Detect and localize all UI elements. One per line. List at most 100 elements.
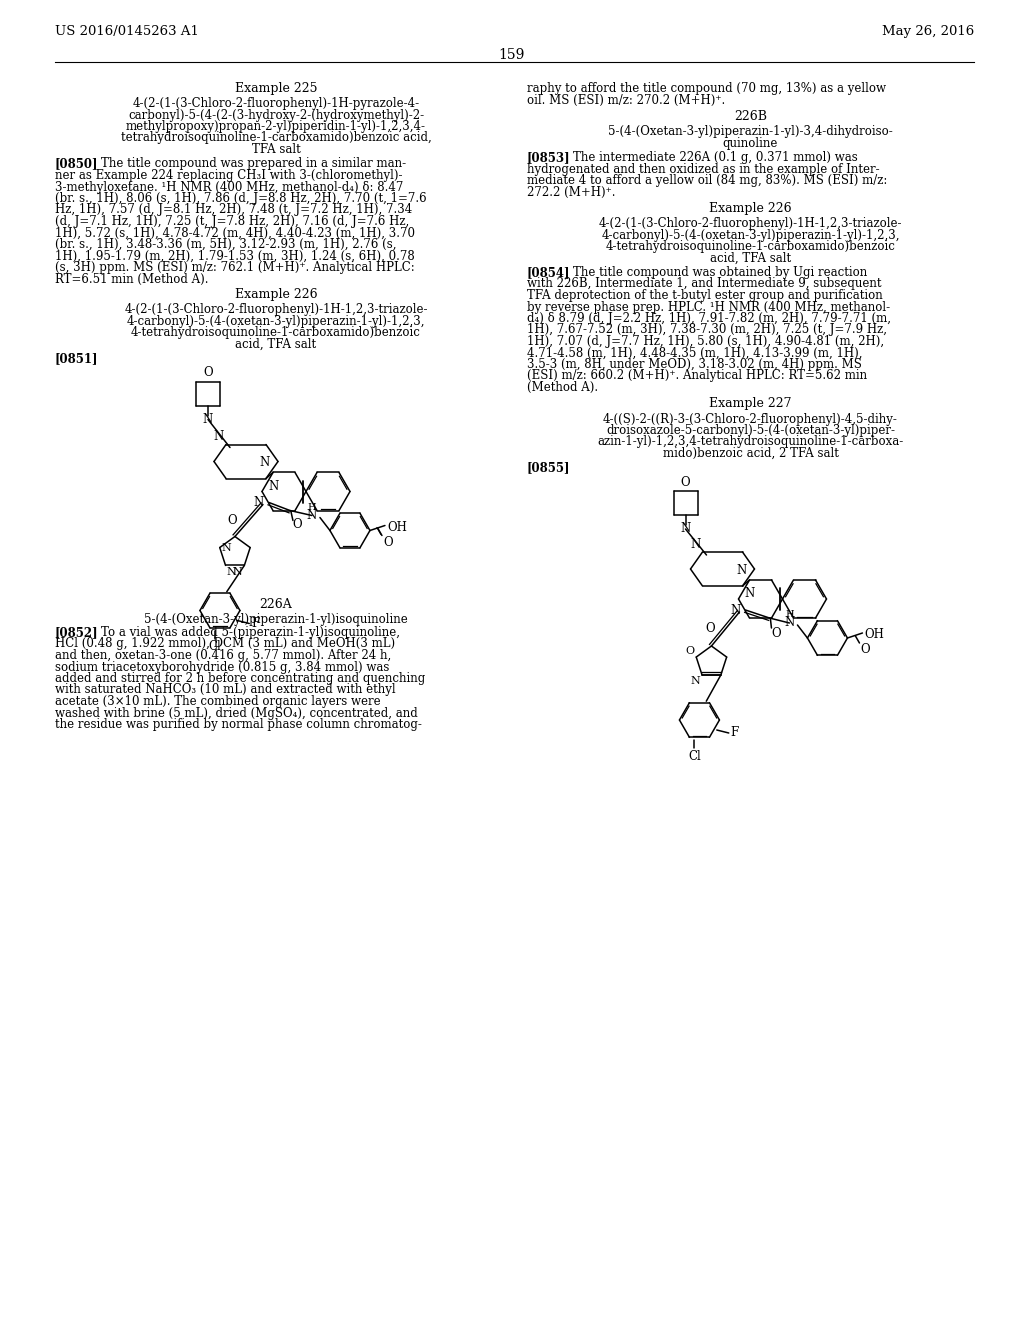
- Text: Hz, 1H), 7.57 (d, J=8.1 Hz, 2H), 7.48 (t, J=7.2 Hz, 1H), 7.34: Hz, 1H), 7.57 (d, J=8.1 Hz, 2H), 7.48 (t…: [55, 203, 413, 216]
- Text: N: N: [744, 587, 755, 601]
- Text: N: N: [784, 616, 795, 630]
- Text: (br. s., 1H), 3.48-3.36 (m, 5H), 3.12-2.93 (m, 1H), 2.76 (s,: (br. s., 1H), 3.48-3.36 (m, 5H), 3.12-2.…: [55, 238, 396, 251]
- Text: acid, TFA salt: acid, TFA salt: [710, 252, 792, 264]
- Text: O: O: [203, 367, 213, 380]
- Text: O: O: [383, 536, 392, 549]
- Text: quinoline: quinoline: [723, 136, 778, 149]
- Text: 226A: 226A: [260, 598, 293, 610]
- Text: N: N: [307, 510, 317, 521]
- Text: [0851]: [0851]: [55, 352, 98, 366]
- Text: by reverse phase prep. HPLC. ¹H NMR (400 MHz, methanol-: by reverse phase prep. HPLC. ¹H NMR (400…: [527, 301, 890, 314]
- Text: To a vial was added 5-(piperazin-1-yl)isoquinoline,: To a vial was added 5-(piperazin-1-yl)is…: [101, 626, 400, 639]
- Text: N: N: [736, 564, 746, 577]
- Text: 1H), 5.72 (s, 1H), 4.78-4.72 (m, 4H), 4.40-4.23 (m, 1H), 3.70: 1H), 5.72 (s, 1H), 4.78-4.72 (m, 4H), 4.…: [55, 227, 415, 239]
- Text: TFA salt: TFA salt: [252, 143, 300, 156]
- Text: 159: 159: [499, 48, 525, 62]
- Text: [0853]: [0853]: [527, 150, 570, 164]
- Text: O: O: [292, 519, 302, 532]
- Text: with 226B, Intermediate 1, and Intermediate 9, subsequent: with 226B, Intermediate 1, and Intermedi…: [527, 277, 882, 290]
- Text: 1H), 7.07 (d, J=7.7 Hz, 1H), 5.80 (s, 1H), 4.90-4.81 (m, 2H),: 1H), 7.07 (d, J=7.7 Hz, 1H), 5.80 (s, 1H…: [527, 335, 884, 348]
- Text: 5-(4-(Oxetan-3-yl)piperazin-1-yl)-3,4-dihydroiso-: 5-(4-(Oxetan-3-yl)piperazin-1-yl)-3,4-di…: [608, 125, 893, 139]
- Text: The intermediate 226A (0.1 g, 0.371 mmol) was: The intermediate 226A (0.1 g, 0.371 mmol…: [573, 150, 858, 164]
- Text: mido)benzoic acid, 2 TFA salt: mido)benzoic acid, 2 TFA salt: [663, 447, 839, 459]
- Text: F: F: [251, 616, 259, 630]
- Text: O: O: [706, 623, 716, 635]
- Text: N: N: [268, 479, 279, 492]
- Text: O: O: [771, 627, 781, 640]
- Text: oil. MS (ESI) m/z: 270.2 (M+H)⁺.: oil. MS (ESI) m/z: 270.2 (M+H)⁺.: [527, 94, 725, 107]
- Text: N: N: [214, 430, 224, 444]
- Text: 4-carbonyl)-5-(4-(oxetan-3-yl)piperazin-1-yl)-1,2,3,: 4-carbonyl)-5-(4-(oxetan-3-yl)piperazin-…: [601, 228, 900, 242]
- Text: 4-(2-(1-(3-Chloro-2-fluorophenyl)-1H-1,2,3-triazole-: 4-(2-(1-(3-Chloro-2-fluorophenyl)-1H-1,2…: [599, 216, 902, 230]
- Text: 4-(2-(1-(3-Chloro-2-fluorophenyl)-1H-pyrazole-4-: 4-(2-(1-(3-Chloro-2-fluorophenyl)-1H-pyr…: [132, 96, 420, 110]
- Text: 5-(4-(Oxetan-3-yl)piperazin-1-yl)isoquinoline: 5-(4-(Oxetan-3-yl)piperazin-1-yl)isoquin…: [144, 612, 408, 626]
- Text: 4-tetrahydroisoquinoline-1-carboxamido)benzoic: 4-tetrahydroisoquinoline-1-carboxamido)b…: [605, 240, 895, 253]
- Text: TFA deprotection of the t-butyl ester group and purification: TFA deprotection of the t-butyl ester gr…: [527, 289, 883, 302]
- Text: US 2016/0145263 A1: US 2016/0145263 A1: [55, 25, 199, 38]
- Text: F: F: [731, 726, 739, 739]
- Text: N: N: [222, 543, 231, 553]
- Text: HCl (0.48 g, 1.922 mmol), DCM (3 mL) and MeOH(3 mL): HCl (0.48 g, 1.922 mmol), DCM (3 mL) and…: [55, 638, 395, 651]
- Text: 272.2 (M+H)⁺.: 272.2 (M+H)⁺.: [527, 186, 615, 198]
- Text: Example 226: Example 226: [710, 202, 792, 215]
- Text: (d, J=7.1 Hz, 1H), 7.25 (t, J=7.8 Hz, 2H), 7.16 (d, J=7.6 Hz,: (d, J=7.1 Hz, 1H), 7.25 (t, J=7.8 Hz, 2H…: [55, 215, 410, 228]
- Text: droisoxazole-5-carbonyl)-5-(4-(oxetan-3-yl)piper-: droisoxazole-5-carbonyl)-5-(4-(oxetan-3-…: [606, 424, 895, 437]
- Text: N: N: [254, 496, 264, 510]
- Text: 4-carbonyl)-5-(4-(oxetan-3-yl)piperazin-1-yl)-1,2,3,: 4-carbonyl)-5-(4-(oxetan-3-yl)piperazin-…: [127, 314, 425, 327]
- Text: [0850]: [0850]: [55, 157, 98, 170]
- Text: May 26, 2016: May 26, 2016: [882, 25, 974, 38]
- Text: O: O: [685, 645, 694, 656]
- Text: acetate (3×10 mL). The combined organic layers were: acetate (3×10 mL). The combined organic …: [55, 696, 381, 708]
- Text: H: H: [785, 610, 794, 619]
- Text: [0854]: [0854]: [527, 267, 570, 279]
- Text: O: O: [860, 643, 870, 656]
- Text: with saturated NaHCO₃ (10 mL) and extracted with ethyl: with saturated NaHCO₃ (10 mL) and extrac…: [55, 684, 395, 697]
- Text: (Method A).: (Method A).: [527, 381, 598, 393]
- Text: H: H: [307, 503, 316, 511]
- Text: O: O: [227, 513, 237, 527]
- Text: added and stirred for 2 h before concentrating and quenching: added and stirred for 2 h before concent…: [55, 672, 425, 685]
- Text: O: O: [681, 477, 690, 488]
- Text: azin-1-yl)-1,2,3,4-tetrahydroisoquinoline-1-carboxa-: azin-1-yl)-1,2,3,4-tetrahydroisoquinolin…: [597, 436, 903, 449]
- Text: 4-tetrahydroisoquinoline-1-carboxamido)benzoic: 4-tetrahydroisoquinoline-1-carboxamido)b…: [131, 326, 421, 339]
- Text: (s, 3H) ppm. MS (ESI) m/z: 762.1 (M+H)⁺. Analytical HPLC:: (s, 3H) ppm. MS (ESI) m/z: 762.1 (M+H)⁺.…: [55, 261, 415, 275]
- Text: raphy to afford the title compound (70 mg, 13%) as a yellow: raphy to afford the title compound (70 m…: [527, 82, 886, 95]
- Text: methylpropoxy)propan-2-yl)piperidin-1-yl)-1,2,3,4-: methylpropoxy)propan-2-yl)piperidin-1-yl…: [126, 120, 426, 133]
- Text: 4.71-4.58 (m, 1H), 4.48-4.35 (m, 1H), 4.13-3.99 (m, 1H),: 4.71-4.58 (m, 1H), 4.48-4.35 (m, 1H), 4.…: [527, 346, 862, 359]
- Text: OH: OH: [387, 521, 407, 535]
- Text: 4-(2-(1-(3-Chloro-2-fluorophenyl)-1H-1,2,3-triazole-: 4-(2-(1-(3-Chloro-2-fluorophenyl)-1H-1,2…: [124, 304, 428, 315]
- Text: tetrahydroisoquinoline-1-carboxamido)benzoic acid,: tetrahydroisoquinoline-1-carboxamido)ben…: [121, 132, 431, 144]
- Text: [0852]: [0852]: [55, 626, 98, 639]
- Text: RT=6.51 min (Method A).: RT=6.51 min (Method A).: [55, 272, 209, 285]
- Text: The title compound was obtained by Ugi reaction: The title compound was obtained by Ugi r…: [573, 267, 867, 279]
- Text: N: N: [680, 523, 690, 536]
- Text: N: N: [690, 676, 700, 686]
- Text: carbonyl)-5-(4-(2-(3-hydroxy-2-(hydroxymethyl)-2-: carbonyl)-5-(4-(2-(3-hydroxy-2-(hydroxym…: [128, 108, 424, 121]
- Text: hydrogenated and then oxidized as in the example of Inter-: hydrogenated and then oxidized as in the…: [527, 162, 880, 176]
- Text: N: N: [203, 413, 213, 426]
- Text: Cl: Cl: [209, 640, 221, 653]
- Text: and then, oxetan-3-one (0.416 g, 5.77 mmol). After 24 h,: and then, oxetan-3-one (0.416 g, 5.77 mm…: [55, 649, 391, 663]
- Text: OH: OH: [864, 628, 885, 642]
- Text: N: N: [232, 568, 243, 577]
- Text: 226B: 226B: [734, 110, 767, 123]
- Text: Example 226: Example 226: [234, 288, 317, 301]
- Text: d₄) δ 8.79 (d, J=2.2 Hz, 1H), 7.91-7.82 (m, 2H), 7.79-7.71 (m,: d₄) δ 8.79 (d, J=2.2 Hz, 1H), 7.91-7.82 …: [527, 312, 891, 325]
- Text: N: N: [260, 457, 270, 470]
- Text: (ESI) m/z: 660.2 (M+H)⁺. Analytical HPLC: RT=5.62 min: (ESI) m/z: 660.2 (M+H)⁺. Analytical HPLC…: [527, 370, 867, 383]
- Text: 3.5-3 (m, 8H, under MeOD), 3.18-3.02 (m, 4H) ppm. MS: 3.5-3 (m, 8H, under MeOD), 3.18-3.02 (m,…: [527, 358, 862, 371]
- Text: 3-methyloxetane. ¹H NMR (400 MHz, methanol-d₄) δ: 8.47: 3-methyloxetane. ¹H NMR (400 MHz, methan…: [55, 181, 403, 194]
- Text: [0855]: [0855]: [527, 462, 570, 474]
- Text: mediate 4 to afford a yellow oil (84 mg, 83%). MS (ESI) m/z:: mediate 4 to afford a yellow oil (84 mg,…: [527, 174, 888, 187]
- Text: Example 227: Example 227: [710, 397, 792, 411]
- Text: 1H), 1.95-1.79 (m, 2H), 1.79-1.53 (m, 3H), 1.24 (s, 6H), 0.78: 1H), 1.95-1.79 (m, 2H), 1.79-1.53 (m, 3H…: [55, 249, 415, 263]
- Text: the residue was purified by normal phase column chromatog-: the residue was purified by normal phase…: [55, 718, 422, 731]
- Text: (br. s., 1H), 8.06 (s, 1H), 7.86 (d, J=8.8 Hz, 2H), 7.70 (t, 1=7.6: (br. s., 1H), 8.06 (s, 1H), 7.86 (d, J=8…: [55, 191, 427, 205]
- Text: washed with brine (5 mL), dried (MgSO₄), concentrated, and: washed with brine (5 mL), dried (MgSO₄),…: [55, 706, 418, 719]
- Text: N: N: [690, 539, 700, 550]
- Text: acid, TFA salt: acid, TFA salt: [236, 338, 316, 351]
- Text: The title compound was prepared in a similar man-: The title compound was prepared in a sim…: [101, 157, 407, 170]
- Text: sodium triacetoxyborohydride (0.815 g, 3.84 mmol) was: sodium triacetoxyborohydride (0.815 g, 3…: [55, 660, 389, 673]
- Text: 4-((S)-2-((R)-3-(3-Chloro-2-fluorophenyl)-4,5-dihy-: 4-((S)-2-((R)-3-(3-Chloro-2-fluorophenyl…: [603, 412, 898, 425]
- Text: ner as Example 224 replacing CH₃I with 3-(chloromethyl)-: ner as Example 224 replacing CH₃I with 3…: [55, 169, 402, 182]
